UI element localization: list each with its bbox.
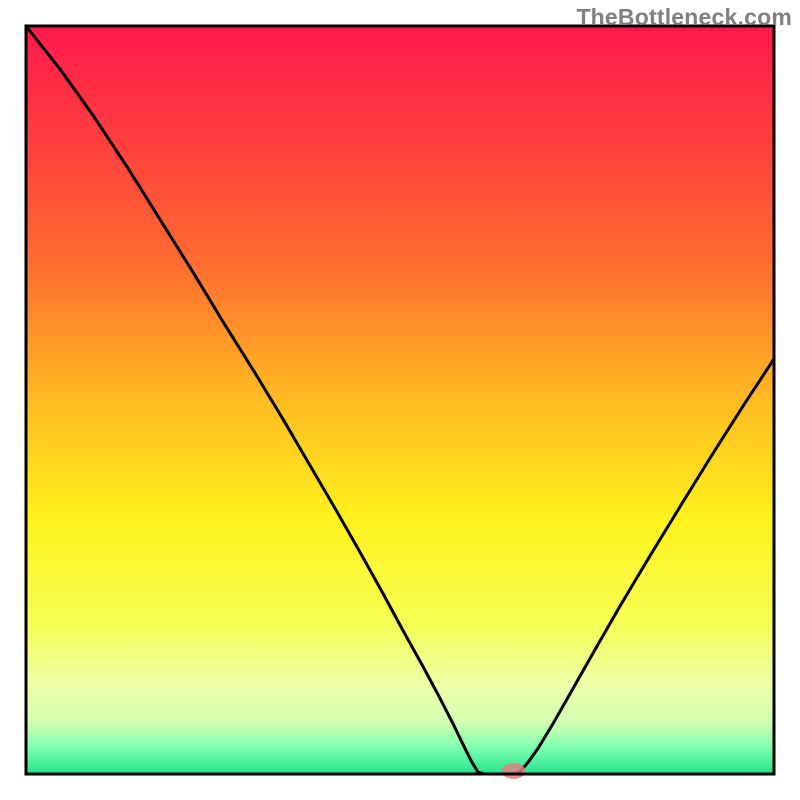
chart-container: TheBottleneck.com <box>0 0 800 800</box>
bottleneck-chart <box>0 0 800 800</box>
watermark-label: TheBottleneck.com <box>576 4 792 31</box>
plot-background <box>26 26 774 774</box>
optimal-marker <box>502 763 526 779</box>
